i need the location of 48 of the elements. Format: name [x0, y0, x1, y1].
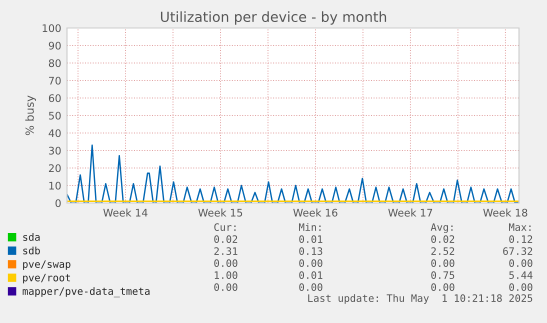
y-tick-label: 10 — [49, 182, 61, 190]
text: 0.02 — [431, 235, 454, 243]
text: 0.00 — [431, 259, 454, 267]
legend-label: pve/swap — [23, 260, 70, 270]
legend-label: sda — [23, 233, 40, 241]
text: 2.52 — [431, 247, 454, 255]
y-tick-label: 100 — [42, 24, 61, 32]
text: Max: — [509, 223, 531, 231]
text: Min: — [299, 223, 321, 231]
text: Last update: Thu May 1 10:21:18 2025 — [308, 294, 532, 304]
text: 1.00 — [214, 271, 238, 279]
text: 0.00 — [509, 283, 532, 291]
y-tick-label: 50 — [48, 112, 61, 120]
text: 0.02 — [214, 235, 238, 243]
text: 2.31 — [214, 247, 238, 255]
chart-title: Utilization per device - by month — [160, 11, 386, 25]
text: 5.44 — [509, 271, 533, 279]
text: 0.13 — [299, 247, 322, 255]
y-tick-label: 60 — [48, 94, 61, 102]
y-tick-label: 0 — [56, 199, 61, 208]
text: Cur: — [214, 223, 236, 231]
y-tick-label: 80 — [48, 59, 61, 68]
text: 0.01 — [299, 271, 322, 279]
legend-label: sdb — [23, 246, 40, 254]
y-tick-label: 40 — [48, 129, 61, 138]
y-tick-label: 30 — [48, 146, 61, 155]
x-tick-label: Week 17 — [388, 208, 432, 217]
text: 0.00 — [509, 259, 532, 267]
text: 0.01 — [299, 235, 322, 243]
x-tick-label: Week 16 — [293, 208, 338, 217]
x-tick-label: Week 14 — [103, 208, 148, 217]
text: 0.00 — [299, 259, 322, 267]
x-tick-label: Week 15 — [198, 208, 242, 217]
text: 0.00 — [299, 283, 322, 291]
text: 0.12 — [509, 235, 532, 243]
y-axis-title: % busy — [25, 96, 36, 136]
legend-label: mapper/pve-data_tmeta — [22, 287, 150, 298]
text: 0.00 — [214, 259, 238, 267]
y-tick-label: 20 — [48, 164, 61, 172]
text: 67.32 — [503, 247, 532, 255]
x-tick-label: Week 18 — [483, 208, 528, 217]
legend-label: pve/root — [23, 274, 70, 284]
y-tick-label: 90 — [48, 42, 61, 50]
y-tick-label: 70 — [49, 76, 61, 85]
text: 0.75 — [431, 271, 454, 279]
text: Avg: — [430, 223, 453, 233]
text: 0.00 — [431, 283, 454, 291]
text: 0.00 — [214, 283, 238, 291]
